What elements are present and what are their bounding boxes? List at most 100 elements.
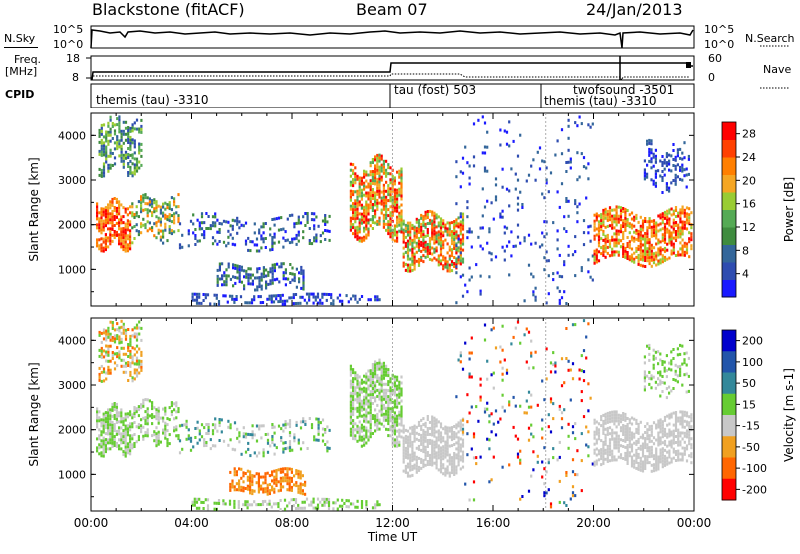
nsearch-label: N.Search bbox=[745, 32, 795, 45]
power-cell bbox=[668, 220, 671, 224]
power-cell bbox=[363, 211, 366, 215]
power-cell bbox=[652, 164, 655, 168]
velocity-cell bbox=[369, 429, 372, 433]
power-cell bbox=[393, 233, 396, 237]
power-cell bbox=[102, 213, 105, 217]
power-cell bbox=[398, 175, 401, 179]
power-cell bbox=[402, 252, 405, 256]
velocity-cell bbox=[628, 430, 631, 434]
power-cell bbox=[264, 222, 267, 225]
power-cell bbox=[417, 263, 421, 267]
power-cell bbox=[148, 200, 151, 204]
power-cell bbox=[505, 226, 509, 230]
power-cell bbox=[261, 301, 265, 304]
power-cell bbox=[288, 296, 291, 300]
power-cell bbox=[124, 228, 127, 232]
velocity-cell bbox=[380, 383, 383, 387]
power-cell bbox=[650, 249, 653, 253]
power-cell bbox=[271, 266, 274, 270]
power-cell bbox=[245, 272, 248, 276]
velocity-cell bbox=[433, 422, 436, 426]
power-cell bbox=[235, 298, 238, 301]
power-cell bbox=[129, 247, 132, 251]
velocity-cell bbox=[617, 434, 620, 438]
velocity-cell bbox=[341, 504, 344, 508]
velocity-cell bbox=[109, 441, 112, 445]
power-cell bbox=[321, 295, 324, 299]
velocity-cell bbox=[131, 376, 134, 380]
power-cell bbox=[126, 249, 129, 253]
power-cell bbox=[144, 202, 147, 206]
velocity-cell bbox=[365, 417, 368, 421]
velocity-cell bbox=[563, 501, 566, 505]
power-cell bbox=[297, 230, 300, 234]
velocity-cell bbox=[637, 461, 640, 465]
velocity-cell bbox=[111, 426, 114, 430]
velocity-cell bbox=[475, 462, 478, 466]
power-cell bbox=[159, 205, 162, 209]
power-cell bbox=[122, 239, 125, 243]
velocity-cell bbox=[363, 374, 366, 378]
power-cell bbox=[115, 200, 118, 204]
power-cell bbox=[396, 236, 399, 240]
power-cell bbox=[98, 134, 101, 138]
velocity-cell bbox=[102, 430, 105, 434]
velocity-cell bbox=[321, 439, 325, 443]
velocity-cell bbox=[236, 436, 239, 440]
velocity-cell bbox=[602, 440, 605, 444]
power-cell bbox=[547, 190, 550, 194]
power-cell bbox=[218, 231, 221, 234]
power-cell bbox=[173, 218, 176, 222]
power-cell bbox=[398, 214, 401, 218]
power-cell bbox=[260, 246, 263, 250]
power-cell bbox=[396, 203, 399, 207]
power-cell bbox=[118, 209, 121, 213]
power-cell bbox=[389, 220, 392, 224]
velocity-cell bbox=[519, 341, 522, 345]
power-cell bbox=[129, 211, 132, 215]
velocity-cell bbox=[214, 417, 217, 421]
power-cell bbox=[389, 232, 392, 236]
power-cell bbox=[326, 229, 329, 233]
power-cell bbox=[545, 259, 548, 263]
velocity-cell bbox=[461, 441, 465, 445]
velocity-cell bbox=[264, 490, 267, 494]
velocity-cell bbox=[448, 444, 451, 448]
velocity-cell bbox=[439, 446, 443, 450]
power-cell bbox=[672, 248, 675, 252]
power-cell bbox=[556, 286, 559, 290]
power-cell bbox=[404, 250, 407, 254]
velocity-cell bbox=[597, 458, 601, 462]
power-cell bbox=[151, 199, 154, 203]
power-cell bbox=[360, 179, 363, 183]
velocity-cell bbox=[411, 431, 414, 435]
power-cell bbox=[365, 212, 368, 216]
power-cell bbox=[457, 249, 460, 253]
velocity-cell bbox=[426, 430, 429, 433]
velocity-cell bbox=[376, 364, 379, 368]
power-cell bbox=[270, 297, 273, 301]
power-cell bbox=[193, 298, 196, 302]
velocity-cell bbox=[100, 379, 103, 383]
power-cell bbox=[291, 213, 294, 217]
power-cell bbox=[613, 214, 616, 218]
velocity-cell bbox=[195, 500, 199, 504]
velocity-cell bbox=[98, 443, 101, 447]
power-cell bbox=[672, 230, 675, 234]
velocity-cell bbox=[606, 450, 609, 454]
power-cell bbox=[352, 214, 355, 218]
power-cell bbox=[661, 236, 664, 240]
power-cell bbox=[206, 293, 210, 297]
velocity-cell bbox=[606, 420, 609, 424]
power-cell bbox=[611, 214, 614, 218]
velocity-cell bbox=[127, 349, 130, 352]
velocity-cell bbox=[604, 448, 607, 452]
velocity-cell bbox=[604, 457, 607, 461]
power-cell bbox=[578, 202, 581, 206]
power-cell bbox=[679, 253, 682, 257]
velocity-cell bbox=[446, 465, 449, 469]
power-cell bbox=[100, 216, 103, 220]
velocity-cell bbox=[275, 481, 278, 484]
velocity-cell bbox=[389, 380, 392, 384]
velocity-cell bbox=[238, 482, 241, 486]
